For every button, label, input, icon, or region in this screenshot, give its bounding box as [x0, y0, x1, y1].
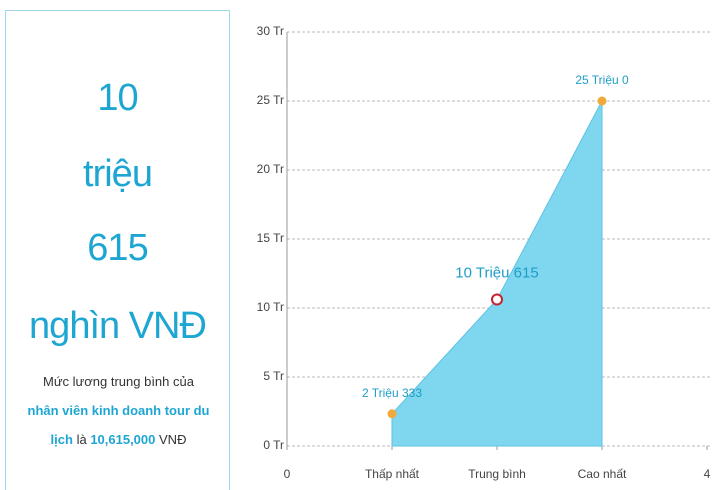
y-tick-label: 10 Tr: [257, 300, 284, 314]
x-tick-label: Cao nhất: [578, 467, 627, 481]
headline: 615: [87, 227, 148, 269]
y-tick-label: 5 Tr: [263, 369, 284, 383]
y-tick-label: 0 Tr: [263, 438, 284, 452]
data-label: 25 Triệu 0: [575, 73, 629, 87]
x-tick-label: 0: [284, 467, 291, 481]
area: [391, 100, 603, 447]
y-tick-label: 15 Tr: [257, 231, 284, 245]
highlight: nhân viên kinh doanh tour du lịch: [27, 403, 210, 447]
highlight: 10,615,000: [90, 432, 156, 447]
point: [491, 293, 503, 306]
y-tick-label: 20 Tr: [257, 162, 284, 176]
headline: triệu: [83, 153, 153, 195]
text: là: [76, 432, 87, 447]
description: Mức lương trung bình của nhân viên kinh …: [26, 367, 211, 454]
x-tick-label: Thấp nhất: [365, 467, 420, 481]
text: VNĐ: [159, 432, 187, 447]
data-label: 2 Triệu 333: [362, 386, 422, 400]
text: Mức lương trung bình của: [43, 374, 194, 389]
point: [387, 409, 397, 419]
x-tick-label: Trung bình: [468, 467, 526, 481]
summary-panel: 10 triệu 615 nghìn VNĐ Mức lương trung b…: [5, 10, 230, 490]
headline: nghìn VNĐ: [29, 305, 207, 347]
point: [597, 96, 607, 106]
y-tick-label: 30 Tr: [257, 24, 284, 38]
x-tick-label: 4: [704, 467, 711, 481]
headline: 10: [97, 77, 138, 119]
data-label: 10 Triệu 615: [455, 264, 538, 281]
y-tick-label: 25 Tr: [257, 93, 284, 107]
